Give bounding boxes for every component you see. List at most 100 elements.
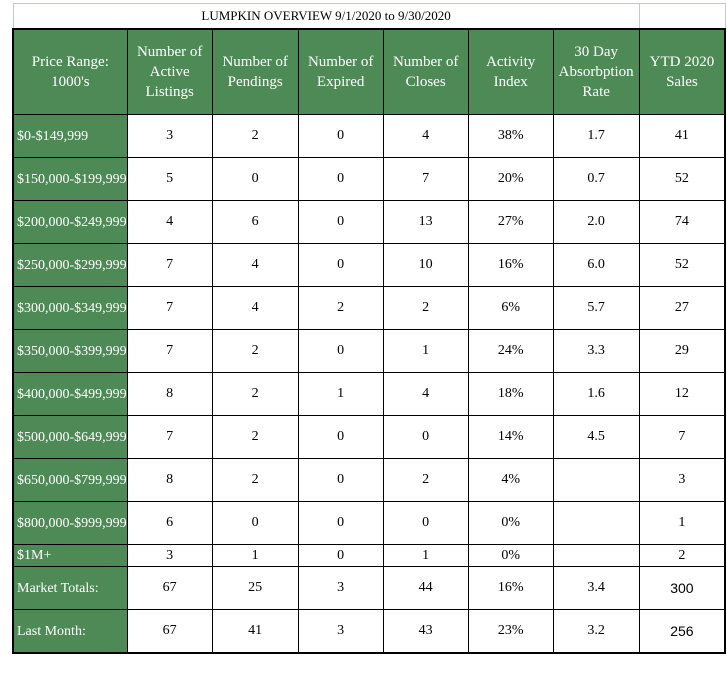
activity-cell: 38%: [467, 114, 554, 158]
absorption-cell: [552, 458, 640, 502]
price-range-cell: $300,000-$349,999: [11, 286, 128, 330]
expired-cell: 0: [297, 544, 384, 567]
last-month-absorption: 3.2: [552, 609, 640, 654]
title-blank-cell: [638, 3, 726, 30]
activity-cell: 27%: [467, 200, 554, 244]
absorption-cell: 2.0: [552, 200, 640, 244]
table-row: $500,000-$649,999 7 2 0 0 14% 4.5 7: [11, 415, 727, 459]
absorption-cell: [552, 544, 640, 567]
closes-cell: 7: [382, 157, 469, 201]
activity-cell: 20%: [467, 157, 554, 201]
table-row: $650,000-$799,999 8 2 0 2 4% 3: [11, 458, 727, 502]
header-ytd-sales: YTD 2020 Sales: [638, 28, 727, 115]
price-range-cell: $1M+: [11, 544, 128, 567]
price-range-cell: $200,000-$249,999: [11, 200, 128, 244]
activity-cell: 14%: [467, 415, 554, 459]
price-range-cell: $650,000-$799,999: [11, 458, 128, 502]
activity-cell: 0%: [467, 544, 554, 567]
active-cell: 7: [126, 415, 213, 459]
table-row: $200,000-$249,999 4 6 0 13 27% 2.0 74: [11, 200, 727, 244]
activity-cell: 0%: [467, 501, 554, 545]
price-range-cell: $800,000-$999,999: [11, 501, 128, 545]
expired-cell: 0: [297, 415, 384, 459]
absorption-cell: [552, 501, 640, 545]
report-title: LUMPKIN OVERVIEW 9/1/2020 to 9/30/2020: [12, 3, 640, 30]
active-cell: 8: [126, 372, 213, 416]
expired-cell: 0: [297, 200, 384, 244]
last-month-active: 67: [126, 609, 213, 654]
expired-cell: 0: [297, 157, 384, 201]
activity-cell: 16%: [467, 243, 554, 287]
ytd-cell: 74: [638, 200, 727, 244]
pendings-cell: 0: [211, 501, 299, 545]
pendings-cell: 2: [211, 114, 299, 158]
market-totals-row: Market Totals: 67 25 3 44 16% 3.4 300: [11, 566, 727, 610]
absorption-cell: 0.7: [552, 157, 640, 201]
last-month-row: Last Month: 67 41 3 43 23% 3.2 256: [11, 609, 727, 654]
absorption-cell: 1.6: [552, 372, 640, 416]
ytd-cell: 52: [638, 157, 727, 201]
table-row: $300,000-$349,999 7 4 2 2 6% 5.7 27: [11, 286, 727, 330]
header-absorption-rate: 30 Day Absorbption Rate: [552, 28, 640, 115]
active-cell: 4: [126, 200, 213, 244]
activity-cell: 18%: [467, 372, 554, 416]
pendings-cell: 4: [211, 286, 299, 330]
closes-cell: 4: [382, 114, 469, 158]
price-range-cell: $250,000-$299,999: [11, 243, 128, 287]
absorption-cell: 6.0: [552, 243, 640, 287]
table-row: $1M+ 3 1 0 1 0% 2: [11, 544, 727, 567]
closes-cell: 0: [382, 501, 469, 545]
pendings-cell: 6: [211, 200, 299, 244]
closes-cell: 13: [382, 200, 469, 244]
active-cell: 3: [126, 544, 213, 567]
active-cell: 3: [126, 114, 213, 158]
price-range-cell: $400,000-$499,999: [11, 372, 128, 416]
totals-closes: 44: [382, 566, 469, 610]
totals-absorption: 3.4: [552, 566, 640, 610]
title-row: LUMPKIN OVERVIEW 9/1/2020 to 9/30/2020: [12, 3, 726, 30]
pendings-cell: 4: [211, 243, 299, 287]
closes-cell: 4: [382, 372, 469, 416]
expired-cell: 0: [297, 501, 384, 545]
header-active-listings: Number of Active Listings: [126, 28, 213, 115]
ytd-cell: 7: [638, 415, 727, 459]
pendings-cell: 2: [211, 458, 299, 502]
ytd-cell: 3: [638, 458, 727, 502]
activity-cell: 4%: [467, 458, 554, 502]
expired-cell: 0: [297, 114, 384, 158]
table-row: $400,000-$499,999 8 2 1 4 18% 1.6 12: [11, 372, 727, 416]
closes-cell: 0: [382, 415, 469, 459]
active-cell: 7: [126, 243, 213, 287]
header-row: Price Range: 1000's Number of Active Lis…: [11, 28, 727, 115]
expired-cell: 0: [297, 329, 384, 373]
pendings-cell: 2: [211, 329, 299, 373]
closes-cell: 1: [382, 329, 469, 373]
active-cell: 6: [126, 501, 213, 545]
last-month-ytd: 256: [638, 609, 727, 654]
absorption-cell: 3.3: [552, 329, 640, 373]
activity-cell: 24%: [467, 329, 554, 373]
active-cell: 7: [126, 286, 213, 330]
closes-cell: 2: [382, 286, 469, 330]
price-range-cell: $150,000-$199,999: [11, 157, 128, 201]
ytd-cell: 41: [638, 114, 727, 158]
ytd-cell: 12: [638, 372, 727, 416]
ytd-cell: 52: [638, 243, 727, 287]
expired-cell: 0: [297, 458, 384, 502]
totals-expired: 3: [297, 566, 384, 610]
active-cell: 5: [126, 157, 213, 201]
header-activity-index: Activity Index: [467, 28, 554, 115]
pendings-cell: 0: [211, 157, 299, 201]
last-month-activity: 23%: [467, 609, 554, 654]
price-range-cell: $350,000-$399,999: [11, 329, 128, 373]
totals-pendings: 25: [211, 566, 299, 610]
pendings-cell: 1: [211, 544, 299, 567]
absorption-cell: 5.7: [552, 286, 640, 330]
last-month-closes: 43: [382, 609, 469, 654]
activity-cell: 6%: [467, 286, 554, 330]
header-expired: Number of Expired: [297, 28, 384, 115]
market-totals-label: Market Totals:: [11, 566, 128, 610]
header-price-range: Price Range: 1000's: [11, 28, 128, 115]
ytd-cell: 2: [638, 544, 727, 567]
absorption-cell: 1.7: [552, 114, 640, 158]
